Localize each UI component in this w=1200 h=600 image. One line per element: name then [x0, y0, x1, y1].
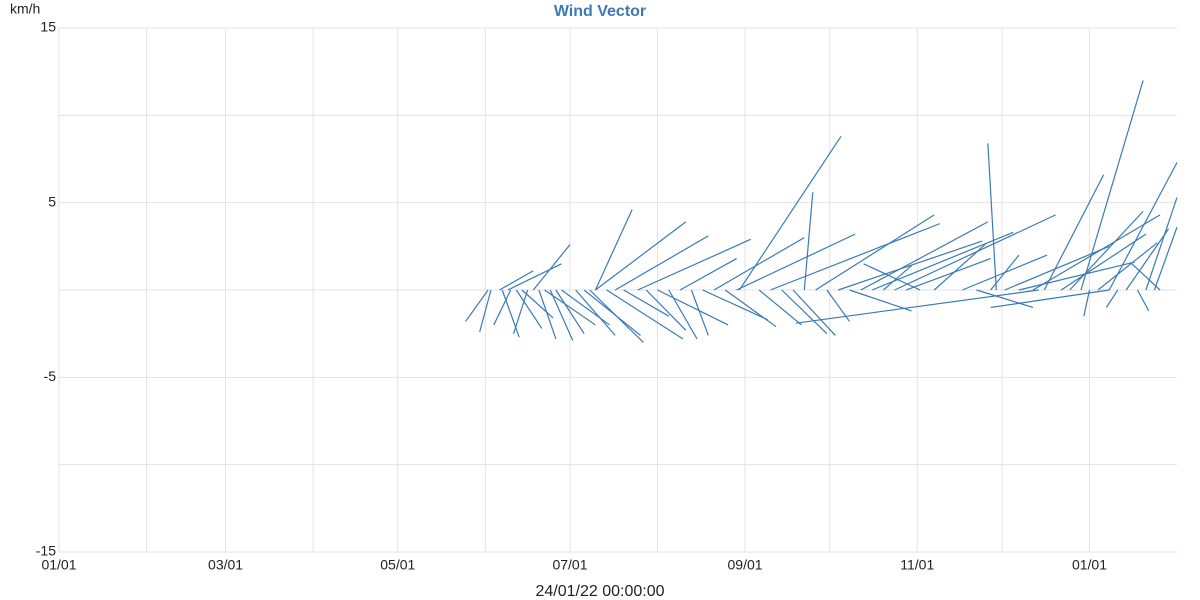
wind-vector	[990, 254, 1020, 291]
wind-vector	[1083, 289, 1091, 317]
wind-vector	[1145, 197, 1178, 291]
wind-vector	[493, 289, 512, 326]
wind-vector	[679, 258, 737, 291]
wind-vector	[521, 289, 554, 319]
wind-vector	[637, 238, 751, 291]
wind-vector	[713, 237, 805, 291]
wind-vector	[738, 135, 842, 291]
wind-vector	[657, 289, 729, 326]
wind-vector	[595, 221, 687, 291]
wind-vector	[1097, 242, 1158, 291]
wind-vector	[933, 244, 986, 291]
wind-vector	[1080, 80, 1144, 291]
wind-vector	[1136, 289, 1150, 312]
wind-vector	[606, 289, 684, 340]
wind-vector	[781, 289, 828, 335]
wind-vector	[724, 289, 777, 328]
wind-vector	[614, 235, 709, 291]
wind-vector	[770, 223, 941, 291]
x-tick-label: 07/01	[552, 557, 587, 573]
wind-vector	[736, 233, 856, 291]
wind-vector	[815, 214, 935, 291]
wind-vector	[758, 289, 802, 326]
x-tick-label: 01/01	[41, 557, 76, 573]
wind-vector	[838, 240, 983, 291]
y-tick-label: -5	[44, 368, 57, 384]
wind-vector	[594, 209, 633, 291]
wind-vector	[1131, 263, 1161, 291]
wind-vector	[1043, 174, 1105, 291]
wind-vector	[871, 231, 1014, 291]
wind-vector	[1032, 214, 1161, 291]
wind-vector	[987, 143, 997, 291]
wind-vector	[905, 257, 991, 291]
wind-vector	[532, 244, 571, 291]
y-tick-label: 15	[40, 19, 56, 35]
wind-vector	[860, 221, 989, 291]
wind-vector	[795, 289, 1039, 324]
wind-vector	[1153, 226, 1178, 291]
wind-vector	[561, 289, 610, 326]
wind-vector	[1105, 289, 1119, 308]
wind-vector	[1069, 210, 1144, 291]
wind-vector	[690, 289, 709, 336]
wind-vector	[549, 289, 574, 341]
wind-vector	[863, 263, 921, 291]
wind-vector	[668, 289, 698, 340]
wind-vector	[1060, 233, 1147, 291]
y-tick-label: -15	[36, 543, 56, 559]
wind-vector	[515, 289, 543, 329]
wind-vector	[1125, 228, 1170, 291]
wind-vector	[849, 289, 912, 312]
wind-vector	[882, 265, 913, 291]
wind-vector	[575, 289, 616, 336]
wind-vector	[976, 289, 1034, 309]
footer-timestamp: 24/01/22 00:00:00	[535, 583, 664, 600]
wind-vector	[623, 289, 670, 317]
x-tick-label: 09/01	[728, 557, 763, 573]
wind-vector	[555, 289, 585, 334]
wind-vector	[501, 289, 520, 338]
x-tick-label: 03/01	[208, 557, 243, 573]
x-tick-label: 11/01	[900, 557, 934, 573]
y-unit: km/h	[10, 1, 40, 17]
wind-vector	[499, 270, 534, 291]
wind-vector	[538, 289, 557, 340]
wind-vector	[803, 192, 814, 291]
wind-vector	[990, 289, 1110, 309]
y-tick-label: 5	[48, 193, 56, 209]
wind-vector	[894, 214, 1056, 291]
x-tick-label: 01/01	[1072, 557, 1107, 573]
chart-title: Wind Vector	[554, 3, 646, 20]
wind-vector	[479, 289, 492, 333]
wind-vector	[792, 289, 836, 336]
wind-vector	[507, 263, 562, 291]
x-tick-label: 05/01	[380, 557, 415, 573]
wind-vector	[1018, 261, 1135, 291]
wind-vector	[465, 289, 489, 322]
wind-vector	[702, 289, 768, 321]
wind-vector	[1108, 162, 1178, 291]
wind-vector	[645, 289, 687, 331]
wind-vector	[512, 289, 529, 334]
wind-vector	[589, 289, 644, 343]
